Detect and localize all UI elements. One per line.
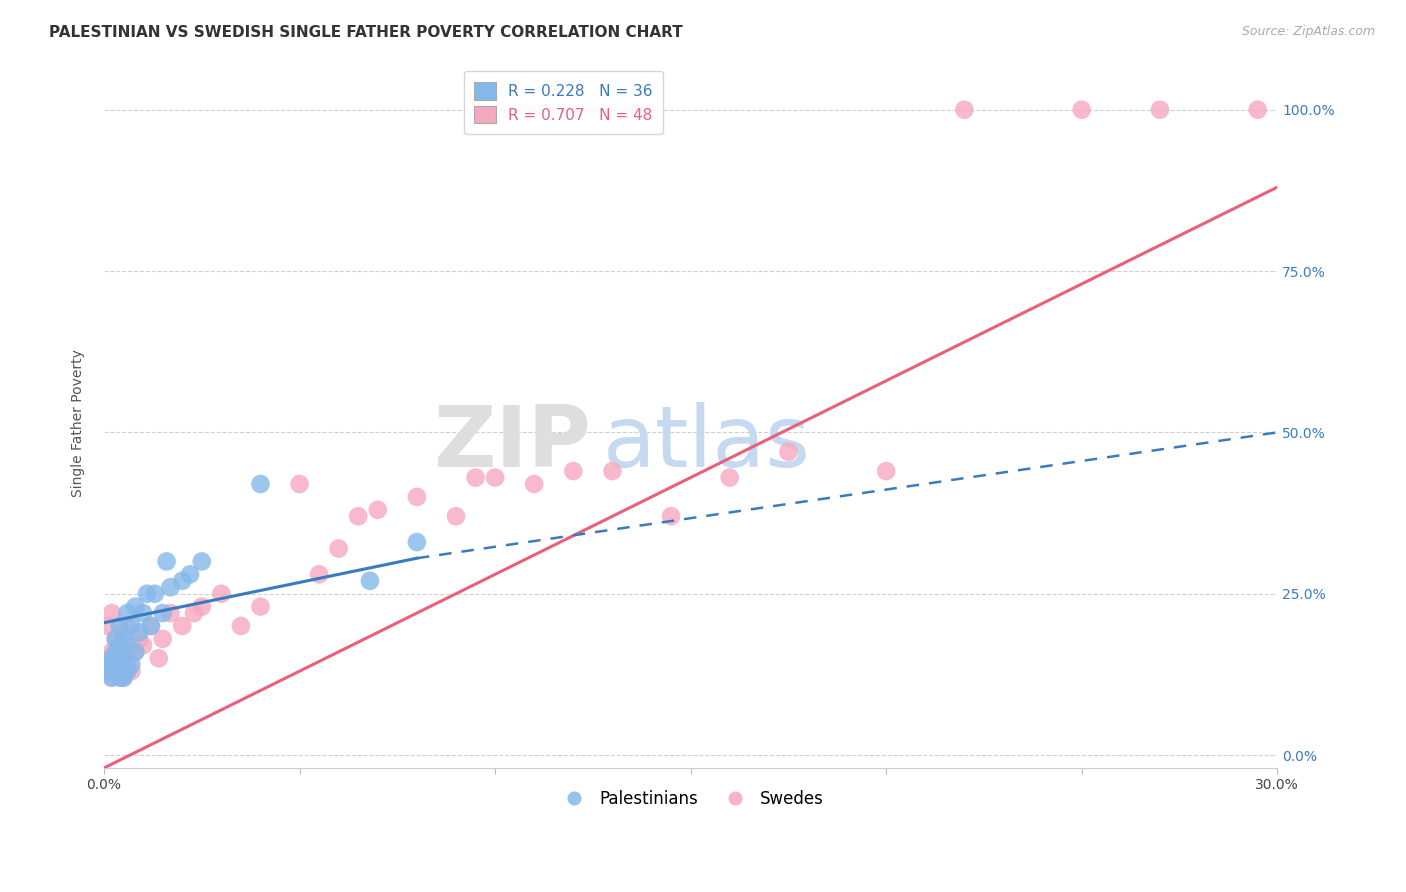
Point xyxy=(139,619,162,633)
Point xyxy=(124,645,146,659)
Point xyxy=(875,464,897,478)
Point xyxy=(148,651,170,665)
Point xyxy=(249,599,271,614)
Point xyxy=(108,657,131,672)
Point xyxy=(97,664,120,678)
Point xyxy=(191,554,214,568)
Point xyxy=(464,470,486,484)
Point xyxy=(249,477,271,491)
Point xyxy=(112,651,135,665)
Point xyxy=(1070,103,1092,117)
Point xyxy=(128,632,150,646)
Point xyxy=(136,587,159,601)
Point xyxy=(328,541,350,556)
Point xyxy=(183,606,205,620)
Point xyxy=(172,619,194,633)
Point xyxy=(132,638,155,652)
Point xyxy=(523,477,546,491)
Point xyxy=(108,619,131,633)
Point xyxy=(104,657,127,672)
Point xyxy=(112,632,135,646)
Point xyxy=(104,632,127,646)
Text: atlas: atlas xyxy=(603,402,811,485)
Point xyxy=(104,645,127,659)
Point xyxy=(97,651,120,665)
Point xyxy=(405,535,427,549)
Point xyxy=(308,567,330,582)
Point xyxy=(152,632,174,646)
Point xyxy=(112,671,135,685)
Point xyxy=(120,657,142,672)
Point xyxy=(101,657,124,672)
Point xyxy=(1149,103,1171,117)
Point xyxy=(155,554,177,568)
Point xyxy=(101,651,124,665)
Point xyxy=(112,671,135,685)
Point xyxy=(953,103,976,117)
Point xyxy=(405,490,427,504)
Point xyxy=(101,606,124,620)
Point xyxy=(152,606,174,620)
Point xyxy=(367,503,389,517)
Point xyxy=(108,638,131,652)
Point xyxy=(139,619,162,633)
Y-axis label: Single Father Poverty: Single Father Poverty xyxy=(72,349,86,497)
Point xyxy=(117,664,139,678)
Point xyxy=(117,638,139,652)
Point xyxy=(191,599,214,614)
Point xyxy=(117,651,139,665)
Point xyxy=(159,606,181,620)
Point xyxy=(484,470,506,484)
Point xyxy=(101,671,124,685)
Point xyxy=(97,619,120,633)
Point xyxy=(179,567,201,582)
Point xyxy=(108,664,131,678)
Point xyxy=(128,625,150,640)
Legend: Palestinians, Swedes: Palestinians, Swedes xyxy=(551,783,831,815)
Text: ZIP: ZIP xyxy=(433,402,591,485)
Point xyxy=(444,509,467,524)
Point xyxy=(117,619,139,633)
Point xyxy=(120,619,142,633)
Point xyxy=(347,509,370,524)
Point xyxy=(132,606,155,620)
Point xyxy=(112,625,135,640)
Point xyxy=(117,606,139,620)
Point xyxy=(229,619,252,633)
Point xyxy=(172,574,194,588)
Text: PALESTINIAN VS SWEDISH SINGLE FATHER POVERTY CORRELATION CHART: PALESTINIAN VS SWEDISH SINGLE FATHER POV… xyxy=(49,25,683,40)
Point xyxy=(359,574,381,588)
Point xyxy=(124,645,146,659)
Point xyxy=(101,671,124,685)
Point xyxy=(1247,103,1270,117)
Point xyxy=(124,599,146,614)
Point xyxy=(159,580,181,594)
Point xyxy=(120,664,142,678)
Point xyxy=(108,671,131,685)
Point xyxy=(97,664,120,678)
Point xyxy=(659,509,682,524)
Point xyxy=(718,470,741,484)
Point xyxy=(104,664,127,678)
Point xyxy=(101,645,124,659)
Point xyxy=(143,587,166,601)
Point xyxy=(562,464,585,478)
Point xyxy=(778,444,800,458)
Point xyxy=(288,477,311,491)
Point xyxy=(97,657,120,672)
Point xyxy=(209,587,232,601)
Point xyxy=(108,638,131,652)
Text: Source: ZipAtlas.com: Source: ZipAtlas.com xyxy=(1241,25,1375,38)
Point xyxy=(602,464,624,478)
Point xyxy=(104,632,127,646)
